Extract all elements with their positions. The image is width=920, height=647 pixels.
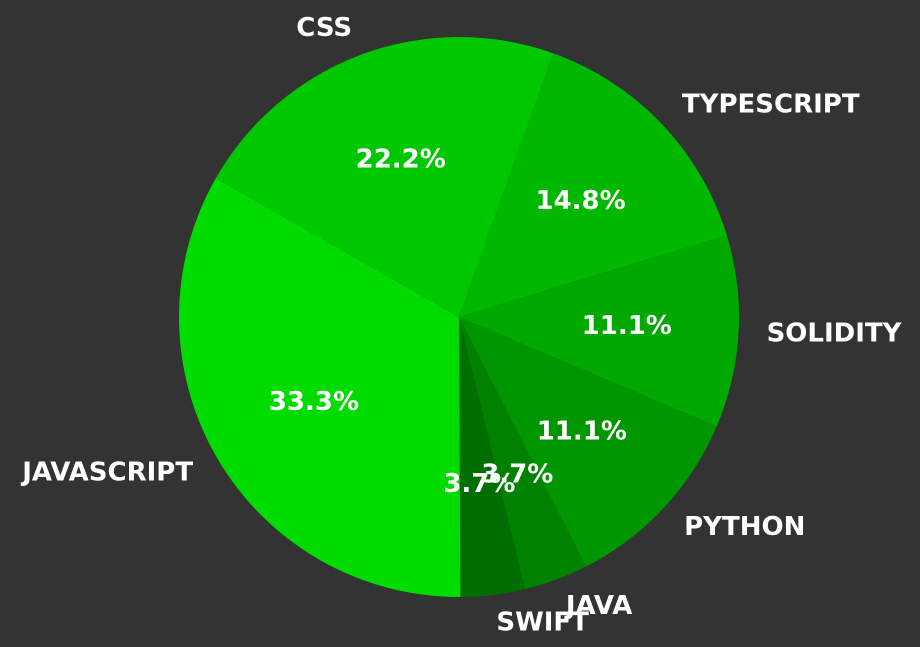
percent-label-python: 11.1% <box>537 417 627 447</box>
percent-label-java: 3.7% <box>481 460 553 490</box>
pie-slice-java <box>459 317 586 590</box>
category-label-swift: SWIFT <box>496 608 589 638</box>
category-label-solidity: SOLIDITY <box>767 318 903 348</box>
percent-label-css: 22.2% <box>356 144 446 174</box>
pie-slice-javascript <box>179 178 461 597</box>
percent-labels: 22.2% 14.8% 11.1% 11.1% 3.7%3.7% 33.3% <box>269 144 672 498</box>
percent-label-typescript: 14.8% <box>535 186 625 216</box>
category-label-java: JAVA <box>564 591 633 621</box>
percent-label-swift: 3.7% <box>443 469 515 499</box>
pie-slice-solidity <box>459 235 740 427</box>
percent-label-solidity: 11.1% <box>582 311 672 341</box>
percent-label-javascript: 33.3% <box>269 387 359 417</box>
pie-slice-python <box>459 317 717 567</box>
category-label-javascript: JAVASCRIPT <box>20 457 193 487</box>
category-label-css: CSS <box>296 13 352 43</box>
pie-slices <box>179 37 740 597</box>
pie-slice-typescript <box>459 53 727 318</box>
pie-slice-swift <box>459 317 525 597</box>
category-label-python: PYTHON <box>684 512 805 542</box>
pie-slice-css <box>215 37 554 318</box>
category-label-typescript: TYPESCRIPT <box>682 89 860 119</box>
